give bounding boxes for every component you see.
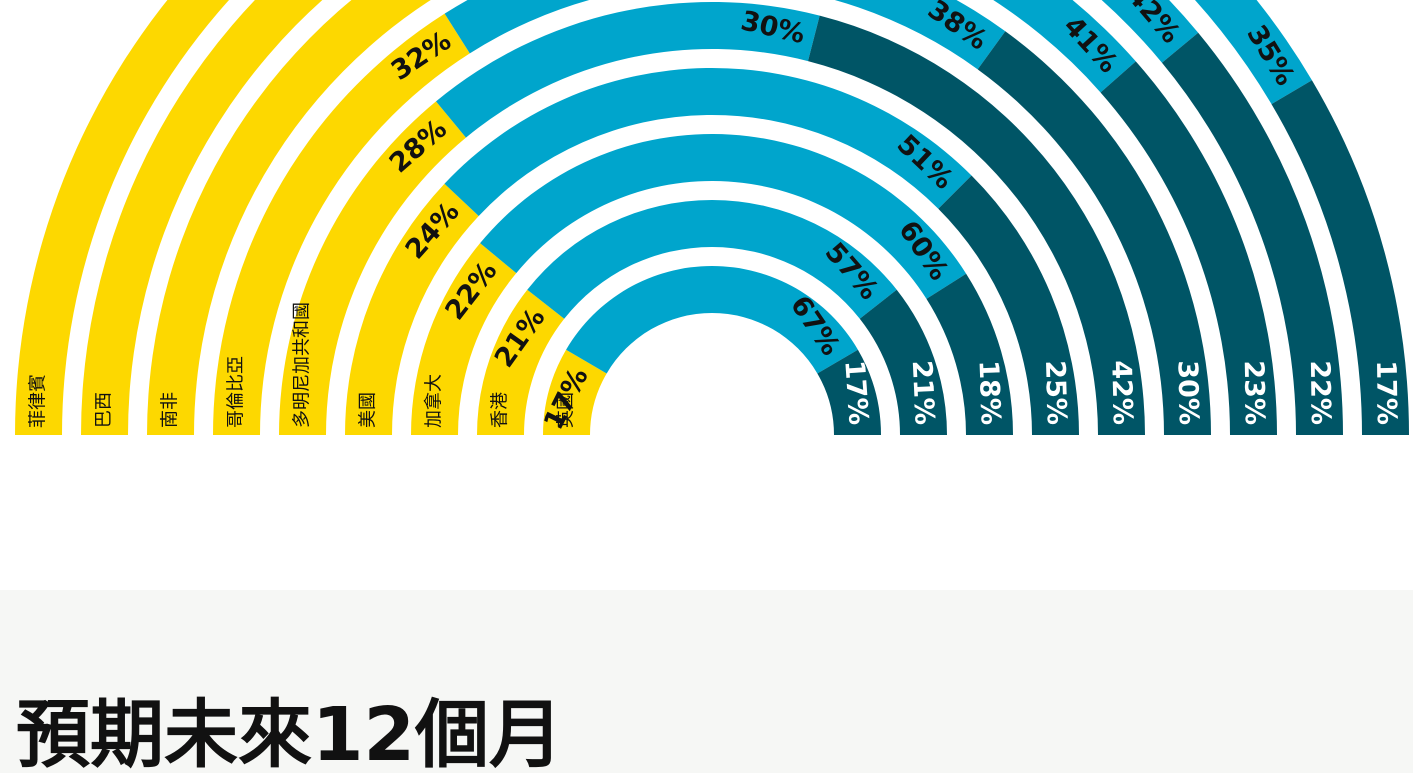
ring-segment [411,243,517,435]
category-label: 巴西 [94,392,115,428]
title-panel: 預期未來12個月 [0,590,1413,773]
ring-segment [345,183,479,435]
value-label: 18% [973,360,1006,426]
ring-segment [977,31,1211,436]
ring-segment [807,15,1145,436]
value-label: 17% [1370,360,1402,425]
category-label: 南非 [160,392,181,428]
category-label: 菲律賓 [28,374,49,428]
ring-segment [1194,0,1312,105]
ring-segment [926,273,1013,435]
ring-segment [480,133,967,299]
ring-segment [527,200,897,319]
category-label: 哥倫比亞 [226,356,247,428]
value-label: 21% [906,360,940,426]
ring-segment [435,1,820,138]
chart: 17%67%17%英國21%57%21%香港22%60%18%加拿大24%51%… [15,0,1409,436]
ring-segment [477,289,565,435]
value-label: 30% [1172,360,1204,425]
ring-segment [444,0,1006,70]
value-label: 22% [1304,360,1336,425]
category-label: 美國 [358,392,379,428]
category-label: 英國 [556,392,577,428]
ring-segment [1271,80,1409,436]
chart-title: 預期未來12個月 [16,692,563,773]
ring-segment [938,175,1079,435]
value-label: 42% [1105,360,1138,425]
ring-segment [993,0,1136,93]
value-label: 25% [1039,360,1072,426]
ring-segment [279,101,466,435]
ring-segment [566,266,858,374]
ring-segment [543,349,607,435]
ring-segment [817,349,881,435]
ring-segment [444,67,972,216]
ring-segment [1101,0,1199,63]
category-label: 多明尼加共和國 [292,302,313,428]
ring-segment [859,289,947,435]
ring-segment [213,13,470,436]
ring-segment [15,0,230,435]
category-label: 加拿大 [423,374,445,428]
value-label: 17% [838,359,873,426]
ring-segment [1100,61,1277,435]
ring-segment [1161,32,1343,435]
value-label: 23% [1238,360,1270,425]
ring-segment [81,0,323,435]
ring-segment [147,0,431,435]
category-label: 香港 [490,392,511,428]
